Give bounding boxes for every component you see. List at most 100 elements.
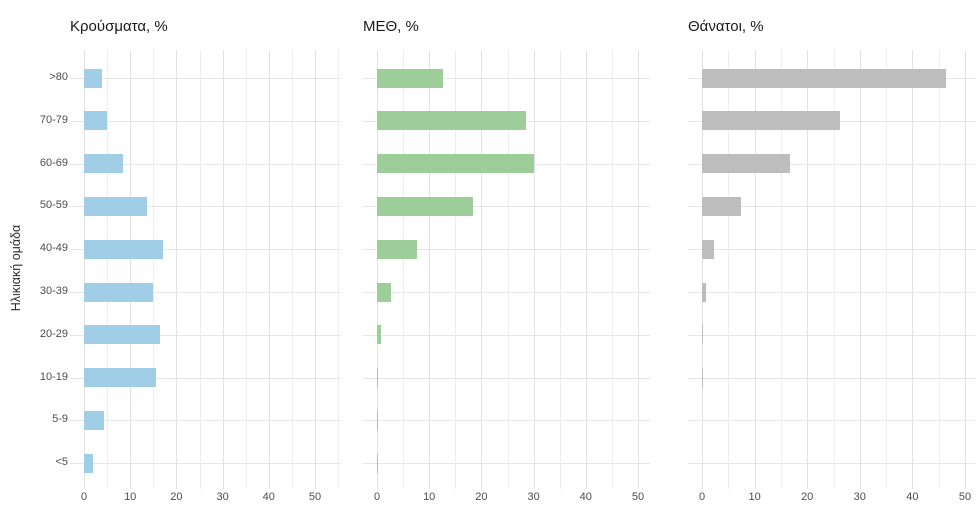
horizontal-gridline <box>688 463 975 465</box>
vertical-gridline <box>84 50 85 489</box>
x-tick-label: 10 <box>124 491 137 503</box>
horizontal-gridline <box>70 249 341 251</box>
x-tick-label: 10 <box>748 491 761 503</box>
x-tick-label: 30 <box>853 491 866 503</box>
bar <box>377 368 379 388</box>
horizontal-gridline <box>70 334 341 336</box>
vertical-gridline <box>859 50 861 489</box>
horizontal-gridline <box>70 120 341 122</box>
x-tick-label: 50 <box>308 491 322 503</box>
vertical-gridline <box>455 50 457 489</box>
bar <box>84 282 154 302</box>
horizontal-gridline <box>688 334 975 336</box>
horizontal-gridline <box>363 463 650 465</box>
bar <box>702 111 841 131</box>
vertical-gridline <box>559 50 561 489</box>
vertical-gridline <box>912 50 914 489</box>
horizontal-gridline <box>70 377 341 379</box>
x-tick-label: 40 <box>579 491 592 503</box>
panel-1: Κρούσματα, % 0 10 20 30 40 50 <box>70 0 341 526</box>
x-tick-label: 0 <box>373 491 381 503</box>
bar <box>377 154 534 174</box>
category-label: <5 <box>55 456 68 469</box>
horizontal-gridline <box>688 420 975 422</box>
category-label: 10-19 <box>39 370 68 383</box>
bar <box>702 368 703 388</box>
x-tick-label: 20 <box>170 491 183 503</box>
bar <box>377 239 418 259</box>
vertical-gridline <box>176 50 178 489</box>
horizontal-gridline <box>363 377 650 379</box>
bar <box>84 368 156 388</box>
category-label: 40-49 <box>39 242 68 255</box>
vertical-gridline <box>107 50 109 489</box>
bar <box>702 68 947 88</box>
vertical-gridline <box>245 50 247 489</box>
vertical-gridline <box>833 50 835 489</box>
bar <box>377 410 379 430</box>
x-tick-label: 0 <box>698 491 706 503</box>
x-tick-label: 30 <box>216 491 229 503</box>
category-label: 30-39 <box>39 285 68 297</box>
vertical-gridline <box>611 50 613 489</box>
vertical-gridline <box>754 50 756 489</box>
bar <box>702 239 715 259</box>
vertical-gridline <box>533 50 535 489</box>
horizontal-gridline <box>363 78 650 79</box>
panel-2: ΜΕΘ, % 0 10 20 30 40 50 <box>363 0 650 526</box>
bar <box>702 282 707 302</box>
bar <box>377 68 443 88</box>
vertical-gridline <box>429 50 431 489</box>
vertical-gridline <box>153 50 155 489</box>
vertical-gridline <box>268 50 270 489</box>
x-tick-label: 10 <box>423 491 436 503</box>
vertical-gridline <box>638 50 639 489</box>
category-label: 70-79 <box>39 113 68 126</box>
bar <box>84 453 94 473</box>
panel-3: Θάνατοι, % 0 10 20 30 40 50 <box>688 0 975 526</box>
y-axis-label: Ηλικιακή ομάδα <box>9 224 23 312</box>
horizontal-gridline <box>688 292 975 293</box>
bar <box>377 282 391 302</box>
panel-title: Κρούσματα, % <box>70 18 168 35</box>
bar <box>84 68 102 88</box>
horizontal-gridline <box>70 463 341 465</box>
bar <box>377 196 473 216</box>
x-tick-label: 0 <box>80 491 88 503</box>
vertical-gridline <box>807 50 809 489</box>
bar <box>702 196 741 216</box>
x-tick-label: 50 <box>958 491 972 503</box>
x-tick-label: 40 <box>262 491 275 503</box>
horizontal-gridline <box>363 420 650 422</box>
horizontal-gridline <box>688 249 975 251</box>
horizontal-gridline <box>70 78 341 79</box>
vertical-gridline <box>130 50 132 489</box>
horizontal-gridline <box>70 420 341 422</box>
vertical-gridline <box>728 50 730 489</box>
vertical-gridline <box>965 50 966 489</box>
category-label: 20-29 <box>39 327 68 340</box>
bar <box>377 325 381 345</box>
vertical-gridline <box>315 50 316 489</box>
horizontal-gridline <box>70 206 341 208</box>
bar <box>84 154 124 174</box>
vertical-gridline <box>702 50 703 489</box>
x-tick-label: 20 <box>801 491 814 503</box>
x-tick-label: 30 <box>527 491 540 503</box>
horizontal-gridline <box>688 377 975 379</box>
vertical-gridline <box>338 50 340 489</box>
horizontal-gridline <box>688 163 975 165</box>
horizontal-gridline <box>688 206 975 208</box>
bar <box>702 325 704 345</box>
category-label: 5-9 <box>52 413 68 426</box>
bar <box>84 196 148 216</box>
vertical-gridline <box>481 50 483 489</box>
vertical-gridline <box>780 50 782 489</box>
category-label: 50-59 <box>39 199 68 212</box>
vertical-gridline <box>199 50 201 489</box>
horizontal-gridline <box>363 249 650 251</box>
horizontal-gridline <box>363 292 650 293</box>
bar <box>84 325 161 345</box>
vertical-gridline <box>886 50 888 489</box>
